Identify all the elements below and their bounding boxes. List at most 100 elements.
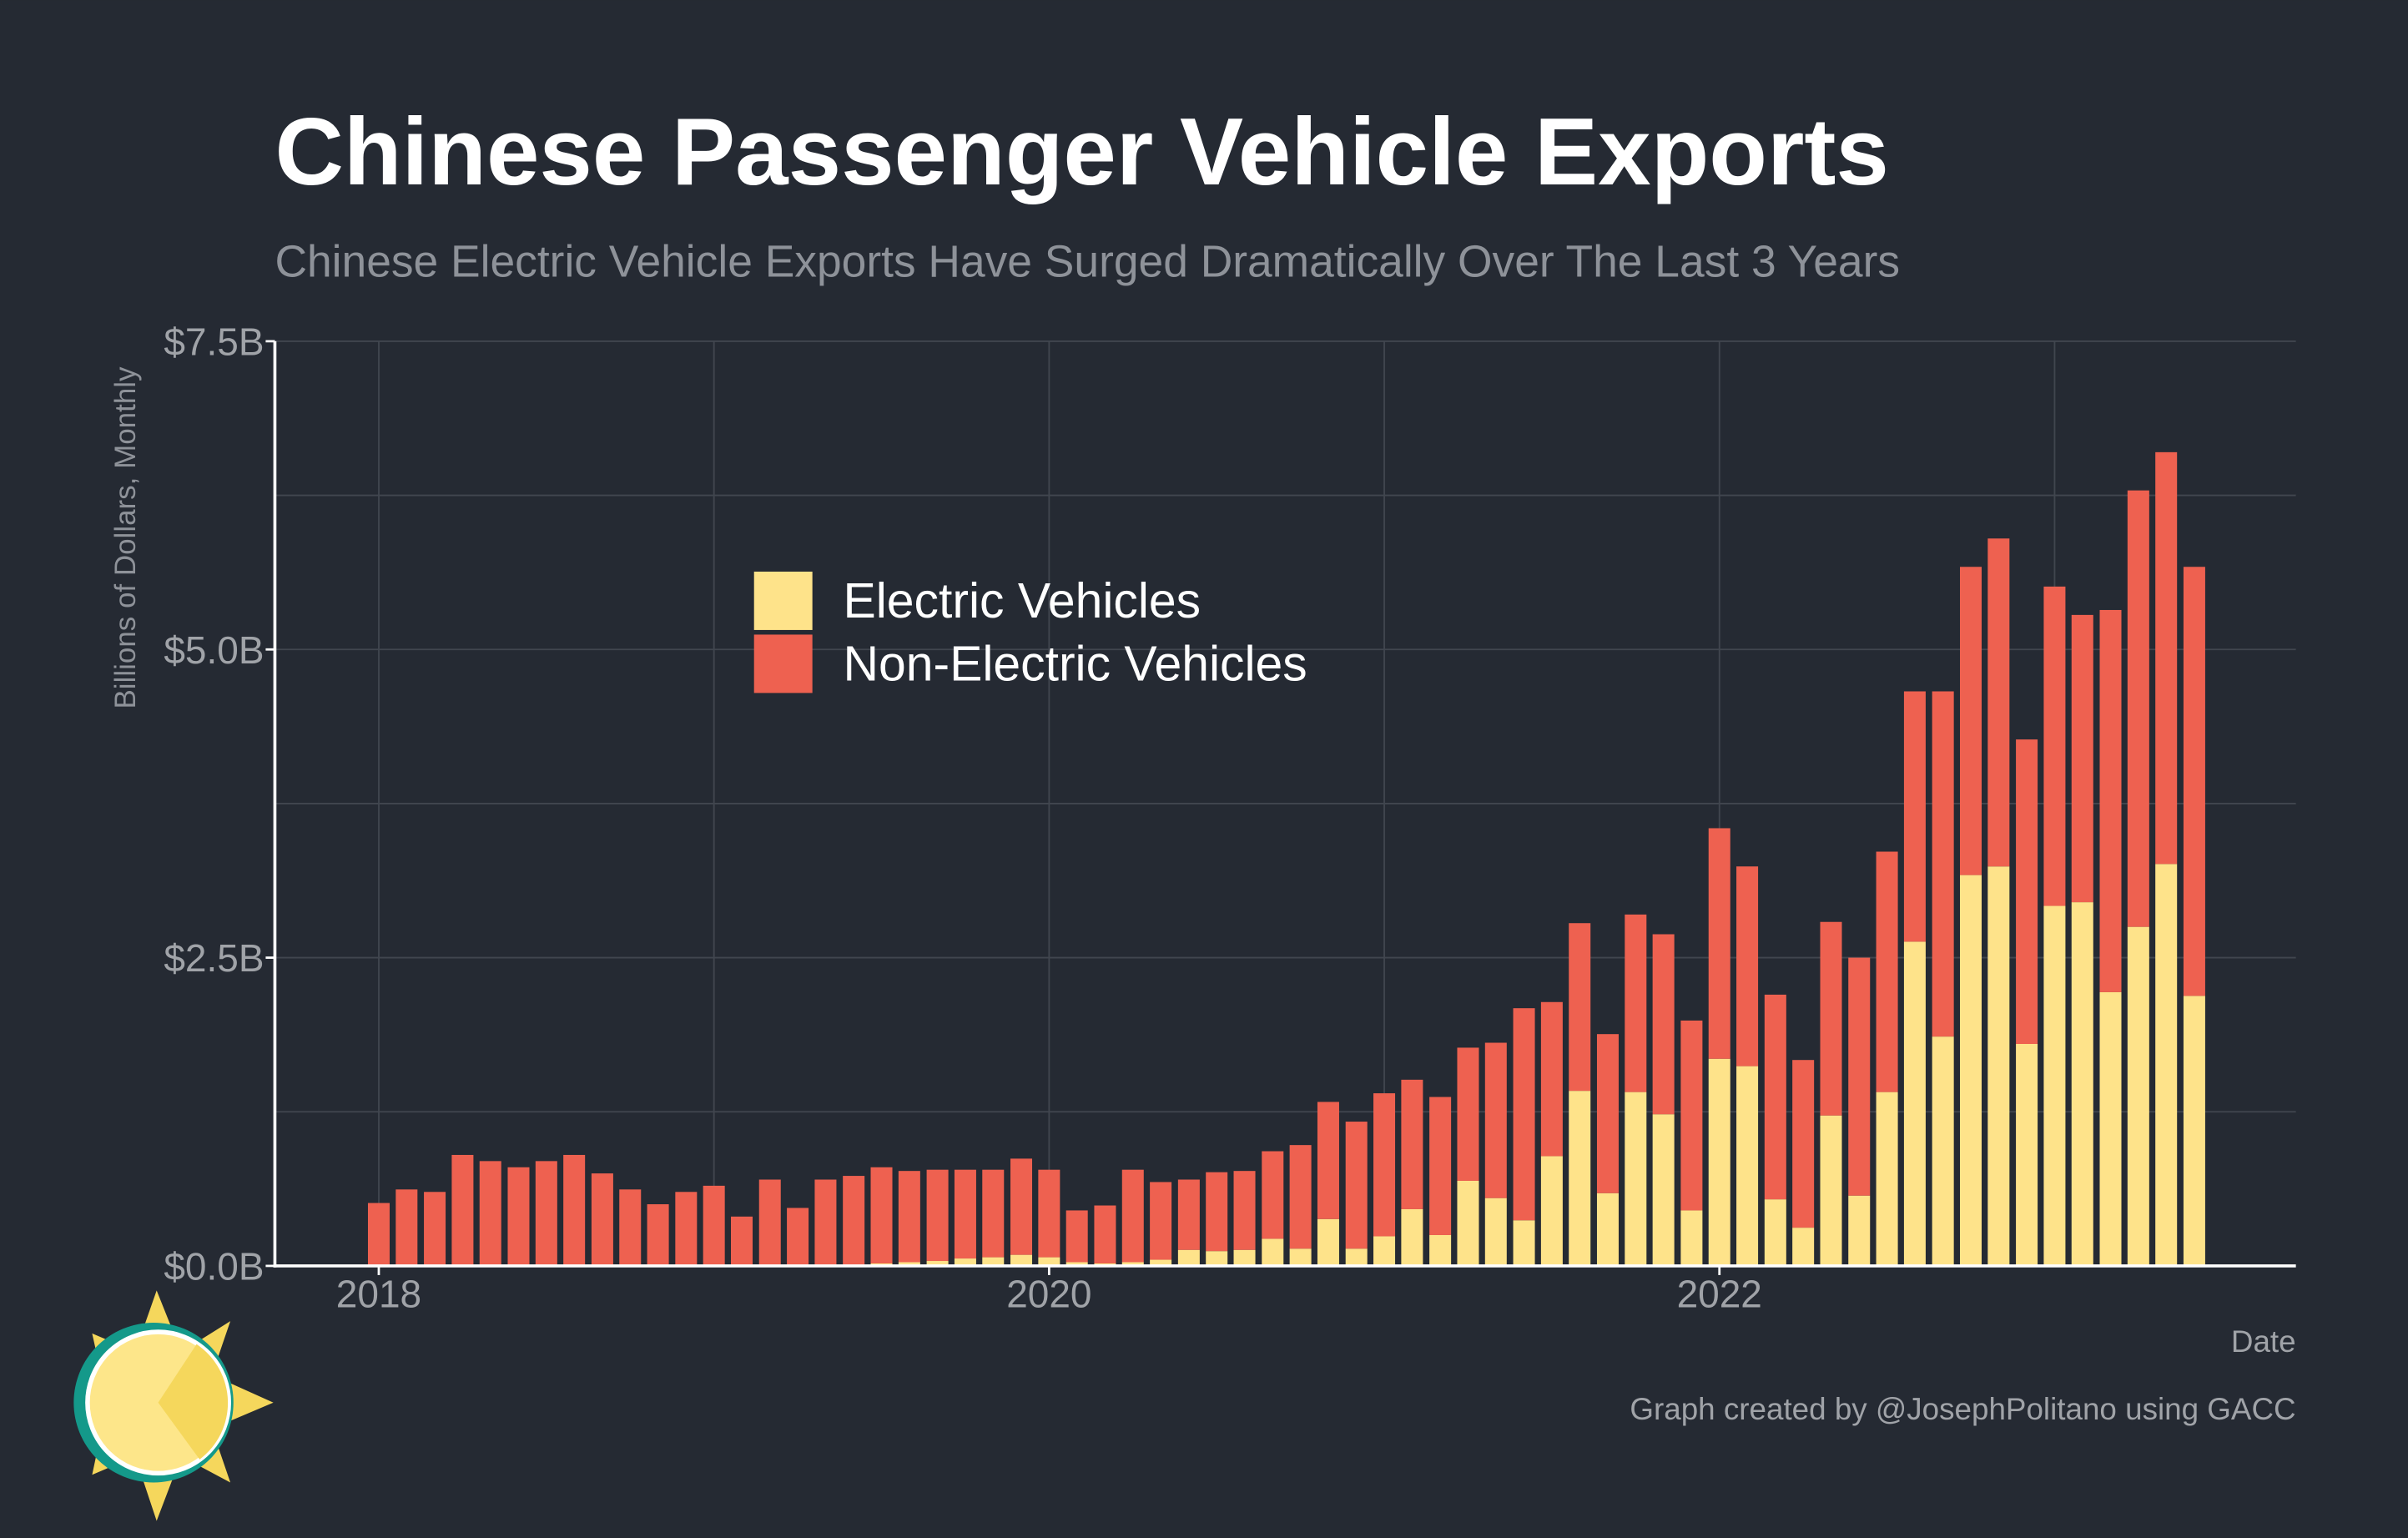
bar-segment (1457, 1047, 1479, 1181)
bar-segment (1513, 1008, 1535, 1221)
bar-segment (1233, 1249, 1256, 1266)
bar-segment (2183, 996, 2205, 1266)
y-tick-label: $7.5B (164, 320, 264, 363)
bar-segment (1373, 1236, 1396, 1266)
bar-segment (1932, 1036, 1954, 1266)
bar-segment (1513, 1220, 1535, 1266)
bar-segment (1876, 1092, 1898, 1266)
bar-segment (982, 1169, 1005, 1258)
bar-segment (1457, 1180, 1479, 1266)
logo (73, 1290, 274, 1521)
bar-segment (1010, 1158, 1033, 1255)
bar-segment (1736, 1066, 1759, 1266)
bar-segment (1708, 828, 1730, 1059)
bar-segment (1764, 1199, 1786, 1266)
bar-segment (1373, 1093, 1396, 1237)
bar-segment (1569, 1091, 1591, 1266)
chart-subtitle: Chinese Electric Vehicle Exports Have Su… (275, 238, 1900, 287)
bar-segment (870, 1167, 893, 1263)
bar-segment (1652, 1114, 1675, 1266)
legend-swatch (753, 634, 813, 693)
bar-segment (1289, 1248, 1312, 1266)
bar-segment (591, 1173, 613, 1266)
bar-segment (1065, 1210, 1088, 1263)
bar-segment (1820, 921, 1842, 1116)
y-tick-label: $0.0B (164, 1244, 264, 1288)
bar-segment (535, 1161, 557, 1266)
bar-segment (1429, 1234, 1452, 1266)
bar-segment (1262, 1151, 1284, 1239)
bar-segment (954, 1169, 976, 1259)
bar-segment (1206, 1172, 1228, 1252)
bar-segment (1569, 923, 1591, 1092)
bar-segment (1317, 1102, 1339, 1219)
bar-segment (982, 1257, 1005, 1266)
legend-label: Non-Electric Vehicles (843, 638, 1307, 692)
bar-segment (1876, 851, 1898, 1092)
bar-segment (898, 1262, 920, 1266)
bar-segment (2071, 902, 2093, 1266)
y-axis-label: Billions of Dollars, Monthly (109, 366, 142, 709)
bar-segment (1177, 1179, 1200, 1250)
bar-segment (843, 1176, 865, 1266)
bar-segment (1736, 866, 1759, 1067)
bar-segment (563, 1154, 586, 1266)
bar-segment (2016, 1043, 2038, 1266)
bar-segment (1708, 1058, 1730, 1266)
bar-segment (814, 1179, 837, 1266)
bar-segment (2043, 586, 2066, 906)
bar-segment (451, 1154, 474, 1266)
bar-segment (1484, 1042, 1507, 1198)
bar-segment (1848, 957, 1871, 1196)
bar-segment (1903, 941, 1926, 1266)
bar-segment (1345, 1248, 1368, 1266)
bar-segment (1010, 1254, 1033, 1266)
bar-segment (1540, 1001, 1563, 1157)
bar-segment (1401, 1079, 1423, 1209)
x-axis-label: Date (2231, 1324, 2296, 1359)
bar-segment (507, 1167, 530, 1266)
bar-segment (787, 1208, 809, 1266)
bar-segment (1792, 1228, 1815, 1266)
bar-segment (2016, 739, 2038, 1044)
bar-segment (1680, 1020, 1703, 1211)
legend-label: Electric Vehicles (843, 574, 1201, 628)
bar-segment (2155, 864, 2178, 1266)
bar-segment (1792, 1060, 1815, 1228)
bar-segment (1820, 1115, 1842, 1266)
bar-segment (1484, 1198, 1507, 1266)
bar-segment (1038, 1257, 1060, 1266)
chart-title: Chinese Passenger Vehicle Exports (275, 99, 1888, 205)
bar-segment (1094, 1205, 1116, 1263)
bar-segment (2099, 609, 2122, 992)
bar-segment (424, 1192, 446, 1266)
bar-segment (1121, 1169, 1144, 1263)
bar-segment (395, 1189, 418, 1266)
caption: Graph created by @JosephPolitano using G… (1630, 1392, 2295, 1426)
bar-segment (758, 1179, 781, 1266)
plot: $0.0B $2.5B $5.0B $7.5B 2018 2020 2022 Electric… (164, 320, 2296, 1316)
bar-segment (2127, 490, 2149, 927)
bar-segment (1848, 1195, 1871, 1266)
bar-segment (1959, 567, 1982, 875)
y-tick-label: $5.0B (164, 628, 264, 672)
bar-segment (675, 1192, 698, 1266)
bar-segment (1233, 1171, 1256, 1250)
bar-segment (647, 1204, 669, 1266)
bar-segment (1401, 1208, 1423, 1266)
bar-segment (479, 1161, 501, 1266)
bar-segment (1959, 875, 1982, 1266)
bar-segment (2071, 614, 2093, 903)
bar-segment (1289, 1145, 1312, 1249)
bar-segment (1625, 914, 1647, 1092)
bar-segment (898, 1171, 920, 1263)
x-tick-label: 2018 (336, 1273, 421, 1316)
bar-segment (2183, 567, 2205, 996)
x-tick-label: 2020 (1006, 1273, 1091, 1316)
bar-segment (1987, 866, 2010, 1266)
bar-segment (1596, 1193, 1619, 1266)
bar-segment (1764, 994, 1786, 1200)
bar-segment (731, 1216, 753, 1266)
bar-segment (926, 1169, 949, 1262)
bar-segment (2099, 991, 2122, 1266)
